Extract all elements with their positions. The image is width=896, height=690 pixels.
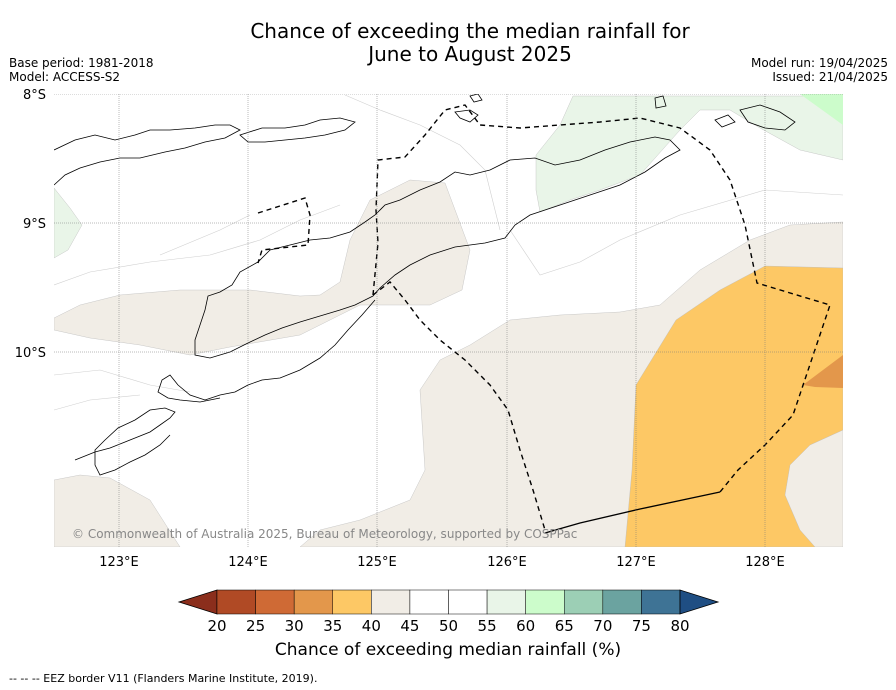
region-60-65 [800, 94, 843, 125]
colorbar-box [332, 589, 372, 615]
base-period: Base period: 1981-2018 [9, 56, 154, 70]
flores-island [54, 124, 241, 186]
alor-island [239, 117, 356, 143]
lon-label-123e: 123°E [99, 555, 139, 570]
colorbar-tick-label: 30 [285, 617, 304, 635]
lon-label-127e: 127°E [616, 555, 656, 570]
title-line-1: Chance of exceeding the median rainfall … [250, 19, 690, 43]
small-island-1 [654, 95, 667, 109]
lon-label-126e: 126°E [487, 555, 527, 570]
model-name: Model: ACCESS-S2 [9, 70, 121, 84]
coastlines [54, 94, 796, 476]
small-island-2 [714, 114, 736, 128]
colorbar-extend-low [177, 589, 218, 615]
colorbar-box [293, 589, 333, 615]
colorbar-tick-label: 80 [670, 617, 689, 635]
colorbar-tick-label: 35 [323, 617, 342, 635]
small-island-3 [739, 104, 796, 131]
eez-border [257, 104, 831, 531]
colorbar-box [216, 589, 256, 615]
lat-label-8s: 8°S [23, 88, 46, 103]
lon-label-128e: 128°E [745, 555, 785, 570]
issued-date: Issued: 21/04/2025 [772, 70, 888, 84]
colorbar-tick-label: 45 [400, 617, 419, 635]
colorbar-tick-label: 55 [478, 617, 497, 635]
colorbar-tick-label: 75 [632, 617, 651, 635]
colorbar-box [448, 589, 488, 615]
timor-north-coast [194, 136, 681, 359]
region-30-35 [803, 355, 843, 388]
copyright-text: © Commonwealth of Australia 2025, Bureau… [72, 527, 578, 541]
map-title: Chance of exceeding the median rainfall … [0, 20, 896, 66]
model-run: Model run: 19/04/2025 [750, 56, 888, 70]
sumba-island [74, 407, 176, 476]
colorbar-box [564, 589, 604, 615]
lat-label-9s: 9°S [23, 217, 46, 232]
map-area [54, 94, 843, 547]
colorbar-box [602, 589, 642, 615]
colorbar-extend-high [679, 589, 720, 615]
small-island-4 [469, 94, 483, 103]
colorbar-box [255, 589, 295, 615]
colorbar-box [486, 589, 526, 615]
wetar-island [454, 109, 479, 123]
meta-right: Model run: 19/04/2025 Issued: 21/04/2025 [751, 56, 888, 84]
meta-left: Base period: 1981-2018 Model: ACCESS-S2 [9, 56, 154, 84]
colorbar-box [525, 589, 565, 615]
colorbar-tick-label: 20 [207, 617, 226, 635]
colorbar-tick-label: 60 [516, 617, 535, 635]
colorbar-tick-label: 50 [439, 617, 458, 635]
colorbar-box [409, 589, 449, 615]
region-35-40 [624, 265, 843, 547]
timor-south-coast [157, 299, 376, 403]
lat-label-10s: 10°S [15, 346, 46, 361]
colorbar-tick-label: 65 [555, 617, 574, 635]
colorbar-tick-label: 70 [593, 617, 612, 635]
eez-solid-segment [544, 491, 721, 534]
region-40-45-sw [54, 474, 181, 547]
gridlines [54, 94, 843, 547]
colorbar-tick-label: 40 [362, 617, 381, 635]
eez-footnote: -- -- -- EEZ border V11 (Flanders Marine… [9, 672, 318, 685]
colorbar-box [641, 589, 681, 615]
lon-label-125e: 125°E [357, 555, 397, 570]
region-55-60-north [535, 95, 843, 213]
title-line-2: June to August 2025 [368, 42, 572, 66]
colorbar-box [371, 589, 411, 615]
lon-label-124e: 124°E [228, 555, 268, 570]
colorbar-title: Chance of exceeding median rainfall (%) [274, 640, 622, 660]
colorbar: 20 25 30 35 40 45 50 55 60 65 70 75 80 [177, 589, 720, 635]
colorbar-tick-label: 25 [246, 617, 265, 635]
region-40-45-west [54, 179, 471, 356]
